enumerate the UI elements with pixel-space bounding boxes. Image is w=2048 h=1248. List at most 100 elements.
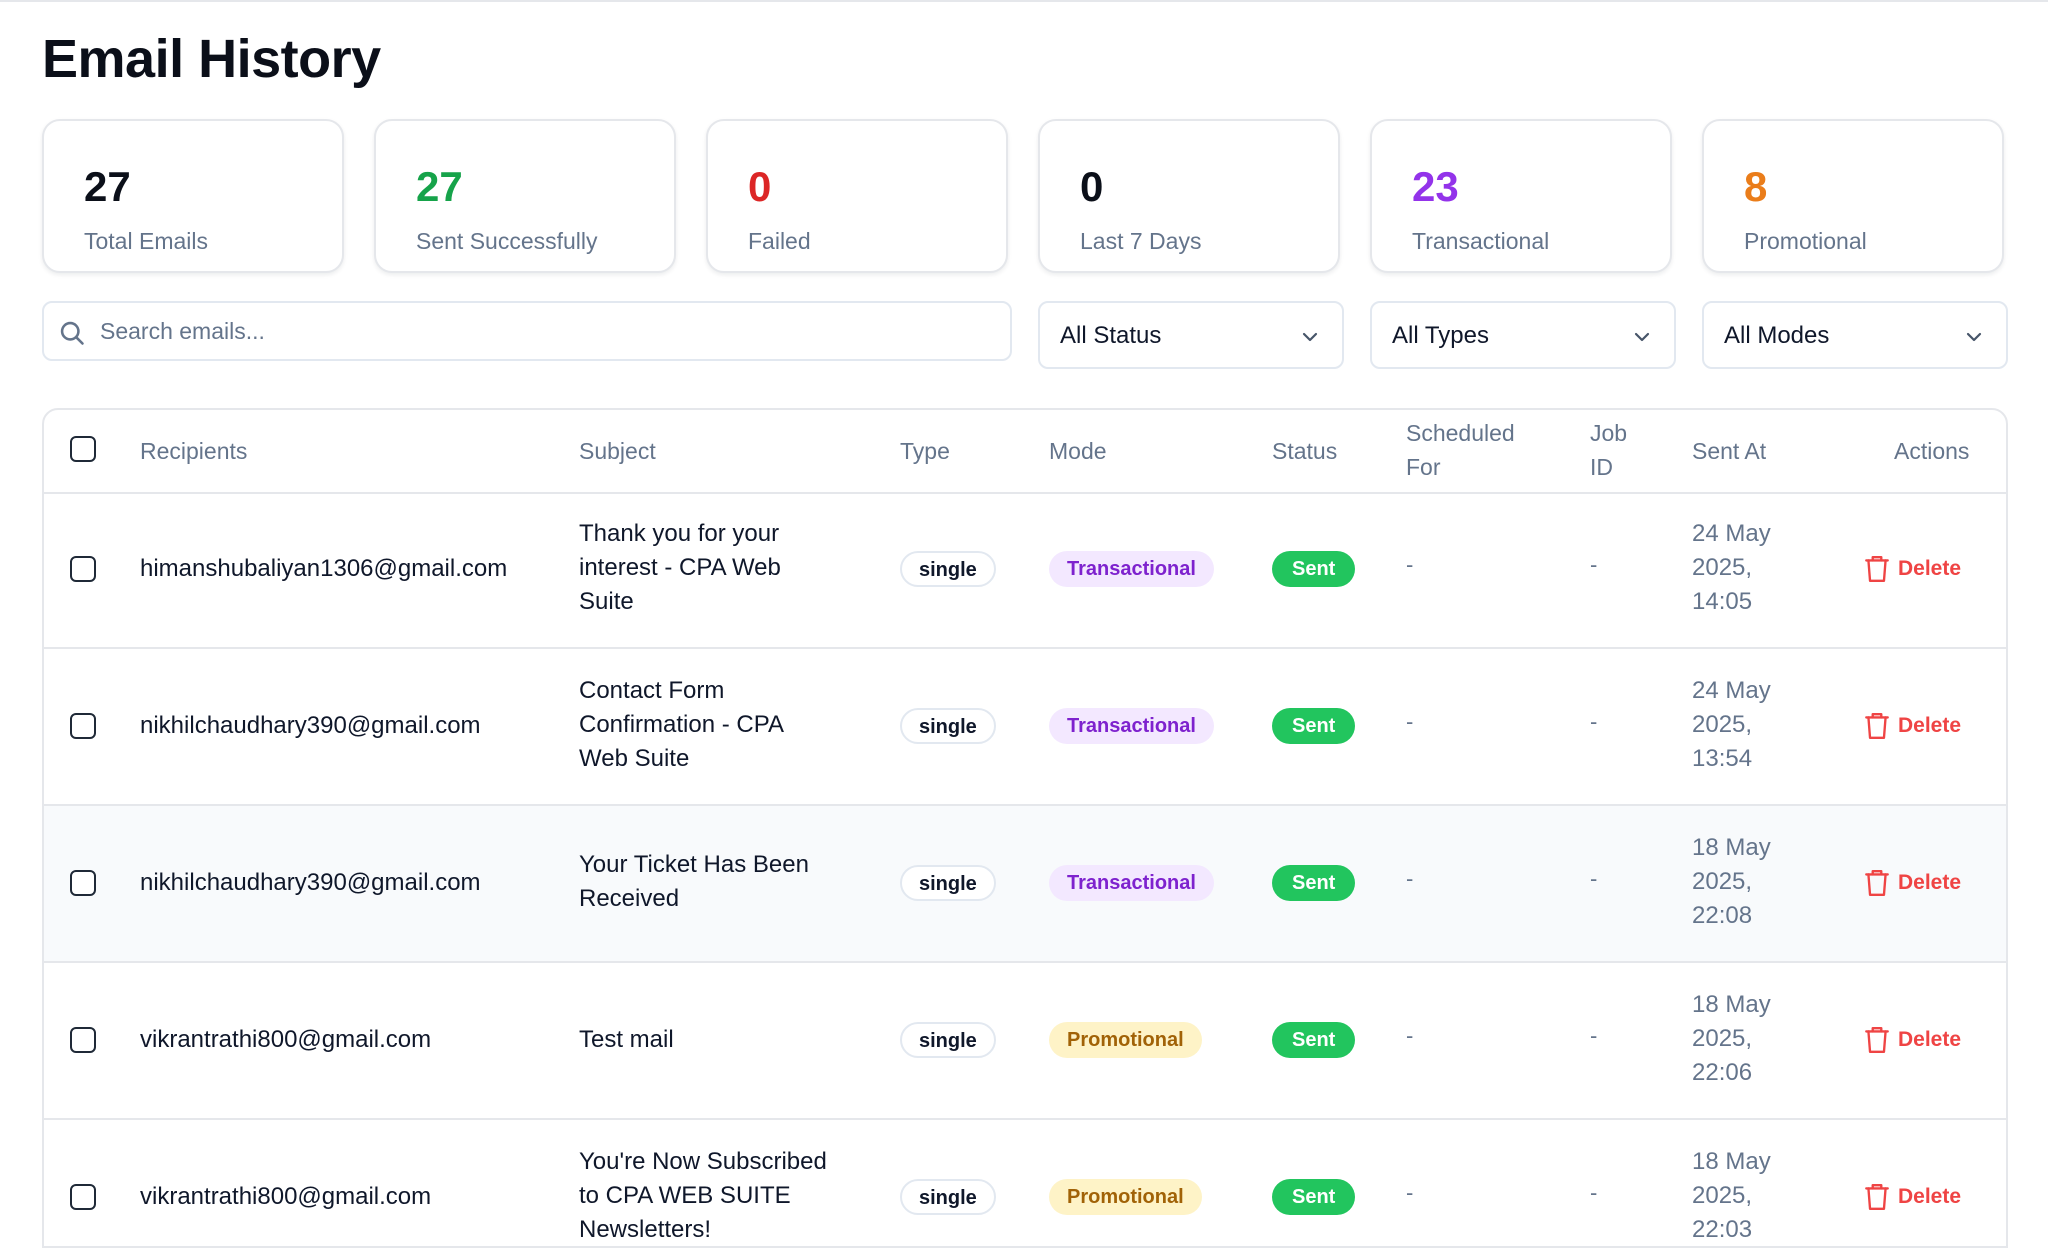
subject-line: Suite (579, 588, 634, 615)
chevron-down-icon (1634, 332, 1650, 342)
type-badge: single (900, 1022, 996, 1058)
search-input[interactable]: Search emails... (42, 301, 1012, 361)
subject-text: Your Ticket Has Been Received (579, 848, 809, 916)
stat-card-failed: 0 Failed (706, 119, 1008, 273)
stat-value: 0 (748, 163, 772, 210)
table-row[interactable]: vikrantrathi800@gmail.com Test mail sing… (44, 963, 2006, 1120)
row-checkbox[interactable] (70, 713, 96, 739)
recipient-email: vikrantrathi800@gmail.com (140, 1026, 432, 1053)
table-row[interactable]: himanshubaliyan1306@gmail.com Thank you … (44, 492, 2006, 649)
search-placeholder: Search emails... (100, 318, 265, 344)
select-all-checkbox[interactable] (70, 436, 96, 462)
delete-label: Delete (1898, 1028, 1962, 1051)
status-badge: Sent (1272, 1022, 1356, 1058)
sent-at-line: 2025, (1692, 868, 1753, 895)
row-checkbox[interactable] (70, 870, 96, 896)
sent-at-line: 2025, (1692, 554, 1753, 581)
sent-at-line: 22:06 (1692, 1059, 1753, 1086)
sent-at-value: 18 May 2025, 22:08 (1692, 831, 1771, 933)
column-mode[interactable]: Mode (1049, 438, 1107, 464)
stat-label: Transactional (1412, 228, 1550, 254)
delete-label: Delete (1898, 714, 1962, 737)
status-badge: Sent (1272, 1179, 1356, 1215)
stat-label: Sent Successfully (416, 228, 598, 254)
column-subject[interactable]: Subject (579, 438, 656, 464)
stat-card-promotional: 8 Promotional (1702, 119, 2004, 273)
page-title: Email History (42, 29, 381, 89)
sent-at-line: 24 May (1692, 677, 1771, 704)
status-filter-select[interactable]: All Status (1038, 301, 1344, 369)
sent-at-line: 13:54 (1692, 745, 1753, 772)
job-id-value: - (1590, 552, 1598, 577)
sent-at-line: 22:08 (1692, 902, 1753, 929)
subject-line: Received (579, 885, 680, 912)
row-checkbox[interactable] (70, 1027, 96, 1053)
column-sent-at[interactable]: Sent At (1692, 438, 1767, 464)
row-checkbox[interactable] (70, 1184, 96, 1210)
column-scheduled-for[interactable]: Scheduled For (1406, 416, 1515, 484)
subject-text: Thank you for your interest - CPA Web Su… (579, 517, 781, 619)
subject-text: You're Now Subscribed to CPA WEB SUITE N… (579, 1145, 827, 1246)
trash-icon (1865, 870, 1889, 896)
chevron-down-icon (1966, 332, 1982, 342)
subject-text: Contact Form Confirmation - CPA Web Suit… (579, 674, 784, 776)
mode-filter-select[interactable]: All Modes (1702, 301, 2008, 369)
subject-line: Contact Form (579, 677, 725, 704)
mode-badge: Promotional (1049, 1022, 1202, 1058)
mode-badge: Transactional (1049, 865, 1214, 901)
scheduled-for-value: - (1406, 1180, 1414, 1205)
trash-icon (1865, 1027, 1889, 1053)
sent-at-value: 18 May 2025, 22:06 (1692, 988, 1771, 1090)
column-job-id-line2: ID (1590, 454, 1613, 480)
stat-label: Failed (748, 228, 811, 254)
type-badge: single (900, 708, 996, 744)
scheduled-for-value: - (1406, 552, 1414, 577)
chevron-down-icon (1302, 332, 1318, 342)
stat-card-transactional: 23 Transactional (1370, 119, 1672, 273)
sent-at-value: 24 May 2025, 13:54 (1692, 674, 1771, 776)
column-type[interactable]: Type (900, 438, 950, 464)
stat-card-last-7-days: 0 Last 7 Days (1038, 119, 1340, 273)
delete-label: Delete (1898, 871, 1962, 894)
table-header: Recipients Subject Type Mode Status Sche… (44, 410, 2006, 494)
subject-line: Test mail (579, 1026, 674, 1053)
table-row[interactable]: nikhilchaudhary390@gmail.com Your Ticket… (44, 806, 2006, 963)
status-badge: Sent (1272, 865, 1356, 901)
sent-at-line: 2025, (1692, 1025, 1753, 1052)
table-row[interactable]: nikhilchaudhary390@gmail.com Contact For… (44, 649, 2006, 806)
mode-badge: Promotional (1049, 1179, 1202, 1215)
column-job-id[interactable]: Job ID (1590, 416, 1627, 484)
column-status[interactable]: Status (1272, 438, 1338, 464)
trash-icon (1865, 556, 1889, 582)
column-recipients[interactable]: Recipients (140, 438, 248, 464)
subject-line: Confirmation - CPA (579, 711, 784, 738)
status-filter-value: All Status (1060, 322, 1162, 349)
stat-card-sent: 27 Sent Successfully (374, 119, 676, 273)
type-badge: single (900, 551, 996, 587)
column-scheduled-for-line1: Scheduled (1406, 420, 1515, 446)
stat-value: 8 (1744, 163, 1768, 210)
type-filter-value: All Types (1392, 322, 1489, 349)
stat-value: 0 (1080, 163, 1104, 210)
table-row[interactable]: vikrantrathi800@gmail.com You're Now Sub… (44, 1120, 2006, 1246)
scheduled-for-value: - (1406, 709, 1414, 734)
stat-value: 27 (84, 163, 131, 210)
status-badge: Sent (1272, 551, 1356, 587)
job-id-value: - (1590, 1180, 1598, 1205)
scheduled-for-value: - (1406, 1023, 1414, 1048)
row-checkbox[interactable] (70, 556, 96, 582)
status-badge: Sent (1272, 708, 1356, 744)
trash-icon (1865, 713, 1889, 739)
email-history-table: Recipients Subject Type Mode Status Sche… (42, 408, 2008, 1248)
job-id-value: - (1590, 866, 1598, 891)
sent-at-line: 24 May (1692, 520, 1771, 547)
sent-at-line: 18 May (1692, 1148, 1771, 1175)
mode-badge: Transactional (1049, 708, 1214, 744)
column-actions: Actions (1894, 438, 1970, 464)
subject-line: Your Ticket Has Been (579, 851, 809, 878)
recipient-email: nikhilchaudhary390@gmail.com (140, 869, 481, 896)
sent-at-value: 18 May 2025, 22:03 (1692, 1145, 1771, 1246)
stat-label: Total Emails (84, 228, 208, 254)
type-filter-select[interactable]: All Types (1370, 301, 1676, 369)
